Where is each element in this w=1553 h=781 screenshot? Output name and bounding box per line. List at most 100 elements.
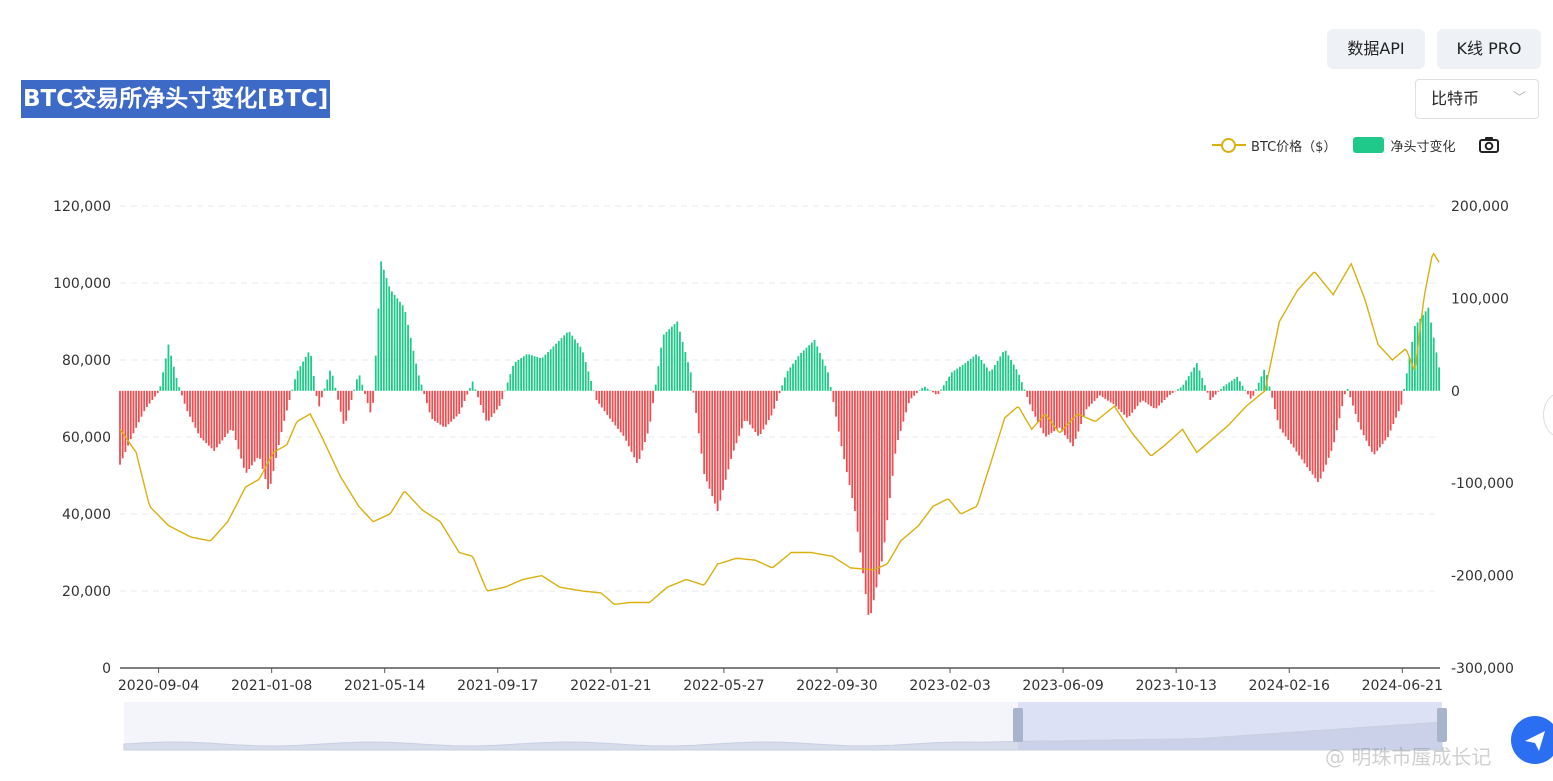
right-tick-label: 0	[1451, 384, 1460, 400]
legend-price-marker[interactable]	[1212, 138, 1246, 153]
netpos-bar-negative	[932, 390, 934, 393]
x-tick-label: 2024-06-21	[1362, 678, 1443, 694]
netpos-bar-negative	[1370, 390, 1373, 452]
netpos-bar-positive	[323, 388, 326, 391]
netpos-bar-negative	[213, 390, 216, 451]
netpos-bar-negative	[1287, 390, 1290, 441]
data-api-button[interactable]: 数据API	[1327, 29, 1425, 69]
netpos-bar-positive	[574, 339, 576, 391]
right-axis: 200,000 100,000 0 -100,000 -200,000 -300,000	[1451, 199, 1514, 677]
netpos-bar-negative	[444, 390, 447, 427]
netpos-bar-positive	[1195, 363, 1198, 391]
netpos-bar-negative	[501, 390, 504, 400]
netpos-bar-positive	[1422, 315, 1424, 391]
send-icon[interactable]	[1511, 716, 1553, 764]
netpos-bar-negative	[442, 390, 444, 427]
netpos-bar-positive	[980, 360, 983, 391]
netpos-bar-negative	[1352, 390, 1354, 406]
netpos-bar-negative	[1317, 390, 1319, 482]
netpos-bar-positive	[983, 363, 986, 391]
netpos-bar-negative	[1047, 390, 1050, 435]
camera-icon[interactable]	[1478, 135, 1500, 155]
netpos-bar-negative	[600, 390, 603, 408]
netpos-bar-negative	[146, 390, 148, 407]
netpos-bar-negative	[870, 390, 872, 614]
netpos-bar-positive	[415, 363, 418, 391]
coin-select[interactable]: 比特币 ﹀	[1415, 79, 1539, 119]
netpos-bar-positive	[304, 356, 307, 391]
zoom-slider[interactable]	[123, 702, 1447, 751]
netpos-bar-positive	[1435, 352, 1438, 391]
netpos-bar-positive	[1346, 388, 1349, 391]
netpos-bar-negative	[627, 390, 630, 447]
netpos-bar-negative	[894, 390, 897, 454]
netpos-bar-positive	[662, 334, 665, 391]
netpos-bar-positive	[921, 387, 924, 391]
netpos-bar-negative	[1142, 390, 1144, 401]
netpos-bar-positive	[1419, 318, 1422, 391]
netpos-bar-positive	[296, 370, 299, 391]
netpos-bar-positive	[310, 355, 313, 391]
netpos-bar-negative	[337, 390, 339, 400]
netpos-bar-positive	[1244, 389, 1247, 391]
chart-legend: BTC价格（$） 净头寸变化	[1212, 134, 1500, 156]
netpos-bar-negative	[886, 390, 889, 521]
netpos-bar-negative	[714, 390, 716, 504]
netpos-bar-negative	[854, 390, 856, 511]
netpos-bar-negative	[315, 390, 318, 396]
netpos-bar-positive	[1185, 380, 1187, 391]
netpos-bar-positive	[401, 305, 404, 391]
zoom-selected-range[interactable]	[1018, 702, 1442, 750]
netpos-bar-negative	[910, 390, 913, 399]
netpos-bar-negative	[366, 390, 369, 404]
netpos-bar-positive	[1260, 376, 1263, 391]
zoom-handle-left[interactable]	[1013, 708, 1023, 742]
netpos-bar-positive	[1007, 355, 1010, 391]
legend-netpos-label[interactable]: 净头寸变化	[1390, 139, 1456, 155]
x-tick-label: 2020-09-04	[118, 678, 199, 694]
netpos-bar-positive	[1220, 388, 1222, 391]
netpos-bar-positive	[326, 379, 329, 391]
netpos-bar-negative	[775, 390, 778, 401]
netpos-bar-negative	[614, 390, 617, 426]
netpos-bar-negative	[708, 390, 711, 489]
netpos-bar-positive	[509, 374, 512, 391]
netpos-bar-negative	[1115, 390, 1117, 407]
netpos-bar-positive	[940, 389, 942, 391]
netpos-bar-negative	[1090, 390, 1093, 404]
netpos-bar-negative	[646, 390, 649, 434]
netpos-bar-positive	[374, 355, 377, 391]
legend-price-label[interactable]: BTC价格（$）	[1251, 139, 1337, 155]
netpos-bar-positive	[547, 351, 549, 391]
netpos-bar-negative	[1330, 390, 1333, 451]
netpos-bar-negative	[905, 390, 907, 413]
netpos-bar-negative	[1069, 390, 1072, 443]
netpos-bar-positive	[291, 389, 294, 391]
netpos-bar-negative	[883, 390, 886, 543]
netpos-bar-positive	[684, 351, 687, 391]
netpos-bar-positive	[1002, 352, 1004, 391]
legend-netpos-marker[interactable]	[1353, 137, 1385, 153]
netpos-bar-negative	[1400, 390, 1403, 405]
netpos-bar-negative	[264, 390, 267, 479]
netpos-bar-negative	[1152, 390, 1155, 409]
netpos-bar-positive	[353, 389, 356, 391]
netpos-bar-negative	[242, 390, 245, 468]
right-tick-label: 100,000	[1451, 291, 1509, 307]
netpos-bar-negative	[611, 390, 614, 422]
x-tick-label: 2024-02-16	[1249, 678, 1330, 694]
right-tick-label: 200,000	[1451, 199, 1509, 215]
netpos-bar-negative	[345, 390, 348, 421]
netpos-bar-negative	[495, 390, 498, 410]
netpos-bar-negative	[1384, 390, 1387, 441]
netpos-bar-positive	[1182, 384, 1185, 391]
netpos-bar-negative	[652, 390, 654, 404]
netpos-bar-positive	[789, 367, 792, 391]
netpos-bar-positive	[996, 360, 999, 391]
netpos-bar-negative	[1365, 390, 1368, 441]
zoom-handle-right[interactable]	[1437, 708, 1447, 742]
right-tick-label: -100,000	[1451, 476, 1514, 492]
kline-pro-button[interactable]: K线 PRO	[1437, 29, 1541, 69]
netpos-bar-negative	[221, 390, 224, 441]
netpos-bar-negative	[1155, 390, 1158, 409]
